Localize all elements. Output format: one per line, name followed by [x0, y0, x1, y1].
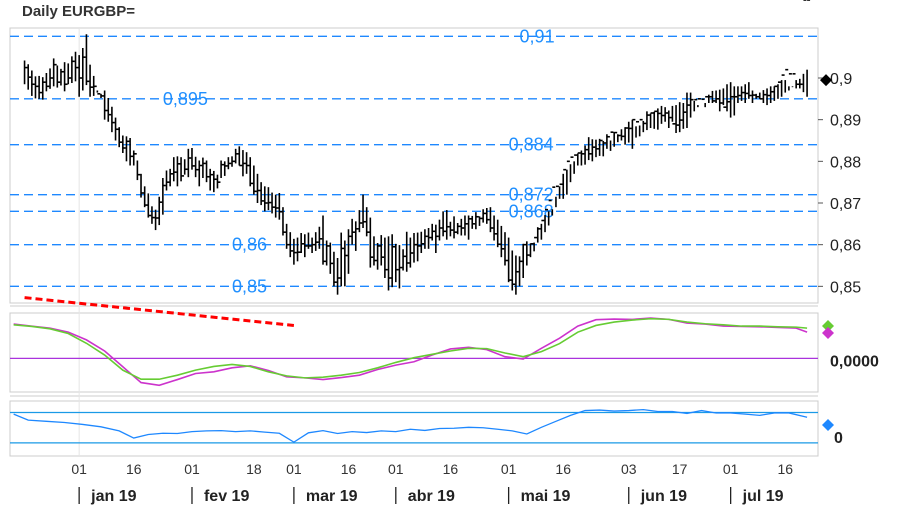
level-label: 0,872 [509, 185, 554, 205]
oscillator-slow-line [13, 317, 808, 381]
y-tick-label: 0,86 [830, 238, 861, 255]
trend-line [24, 296, 295, 327]
x-month-label: jul 19 [742, 488, 784, 505]
trend-line-segment [24, 296, 295, 327]
level-label: 0,86 [232, 235, 267, 255]
oscillator-slow-diamond-icon [822, 320, 834, 332]
x-axis: 01 16 01 18 01 16 01 16 01 16 03 17 01 16 jan 19 fev 19… [71, 461, 793, 505]
y-tick-label: 0,9 [830, 71, 852, 88]
x-tick-label: 16 [555, 461, 571, 477]
x-tick-label: 17 [672, 461, 688, 477]
x-tick-label: 01 [501, 461, 517, 477]
x-tick-label: 01 [286, 461, 302, 477]
indicator-line [13, 408, 808, 443]
y-axis: 0,85 0,86 0,87 0,88 0,89 0,9 0,0000 0 [818, 71, 879, 447]
level-label: 0,868 [509, 201, 554, 221]
x-month-label: mar 19 [306, 488, 358, 505]
x-month-label: mai 19 [521, 488, 571, 505]
indicator-diamond-icon [822, 419, 834, 431]
level-label: 0,895 [163, 89, 208, 109]
indicator-panel [10, 408, 818, 444]
y-tick-label: 0 [834, 430, 843, 447]
price-series [23, 0, 811, 295]
x-tick-label: 01 [184, 461, 200, 477]
x-month-label: jan 19 [90, 488, 136, 505]
x-month-label: abr 19 [408, 488, 455, 505]
x-tick-label: 18 [246, 461, 262, 477]
chart-title: Daily EURGBP= [22, 3, 135, 20]
panel-frame-3 [9, 400, 819, 457]
x-tick-label: 03 [621, 461, 637, 477]
x-tick-label: 01 [388, 461, 404, 477]
level-label: 0,85 [232, 276, 267, 296]
x-tick-label: 16 [443, 461, 459, 477]
level-label: 0,91 [520, 26, 555, 46]
y-tick-label: 0,87 [830, 196, 861, 213]
y-tick-label: 0,85 [830, 279, 861, 296]
x-tick-label: 01 [71, 461, 87, 477]
oscillator-fast-diamond-icon [822, 327, 834, 339]
oscillator-panel [10, 317, 818, 387]
y-tick-label: 0,0000 [830, 353, 879, 370]
panel-frame-2 [9, 312, 819, 393]
panel-frame-1 [9, 27, 819, 304]
level-label: 0,884 [509, 135, 554, 155]
x-month-label: fev 19 [204, 488, 249, 505]
x-tick-label: 16 [777, 461, 793, 477]
last-price-diamond-icon [820, 74, 832, 87]
y-tick-label: 0,89 [830, 113, 861, 130]
y-tick-label: 0,88 [830, 154, 861, 171]
x-tick-label: 01 [723, 461, 739, 477]
x-month-label: jun 19 [640, 488, 687, 505]
x-tick-label: 16 [126, 461, 142, 477]
last-value-markers [820, 74, 834, 431]
panel-frames [9, 27, 819, 457]
x-tick-label: 16 [341, 461, 357, 477]
